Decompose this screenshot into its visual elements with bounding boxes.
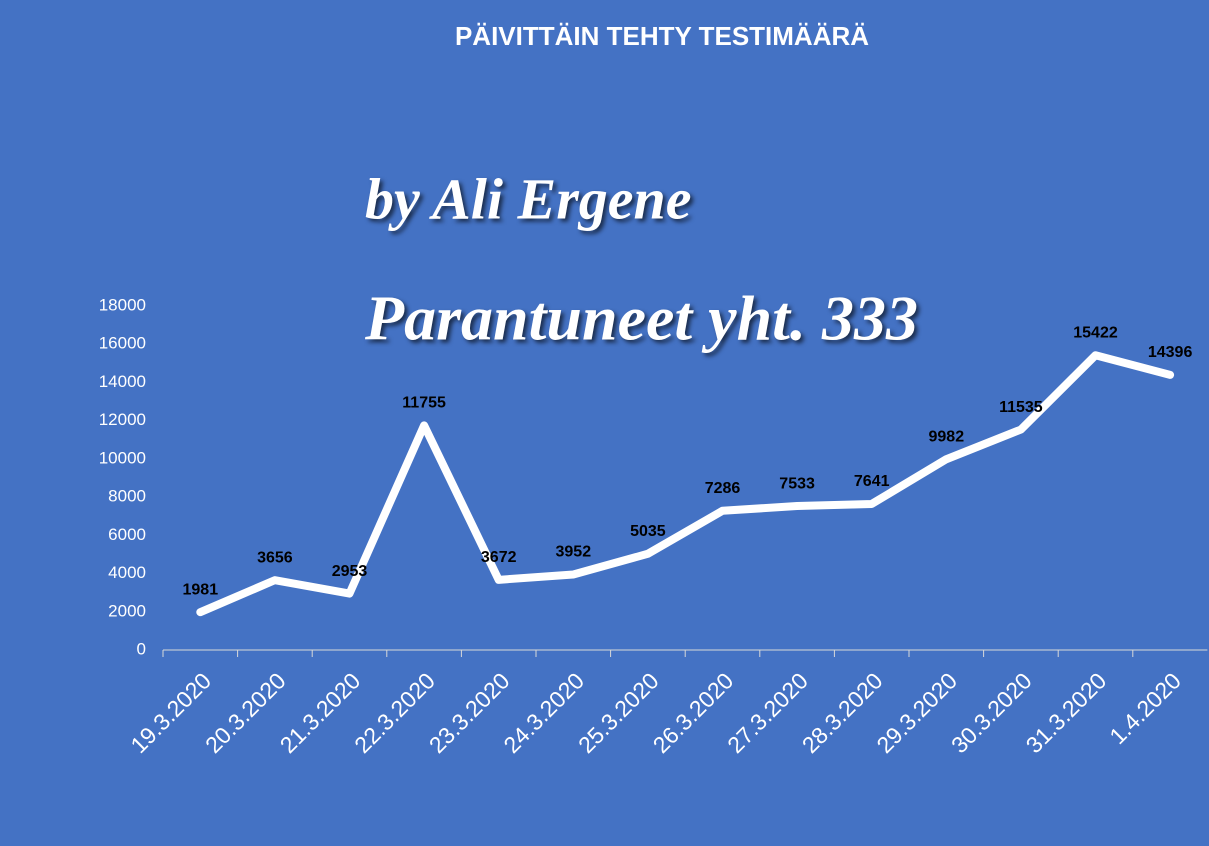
data-label: 7533: [779, 475, 815, 492]
chart-title: PÄIVITTÄIN TEHTY TESTIMÄÄRÄ: [455, 21, 869, 51]
data-label: 2953: [332, 563, 368, 580]
data-label: 14396: [1148, 344, 1193, 361]
data-label: 3672: [481, 549, 517, 566]
data-label: 15422: [1073, 324, 1118, 341]
y-tick-label: 8000: [108, 487, 146, 506]
data-label: 3656: [257, 549, 293, 566]
line: [196, 351, 1175, 617]
y-tick-label: 10000: [99, 448, 146, 467]
data-label: 1981: [183, 581, 219, 598]
data-label: 3952: [556, 544, 592, 561]
data-label: 7286: [705, 480, 741, 497]
y-tick-label: 2000: [108, 601, 146, 620]
data-label: 11755: [402, 395, 446, 412]
y-tick-label: 4000: [108, 563, 146, 582]
annotation: Parantuneet yht. 333: [364, 283, 918, 354]
y-tick-label: 18000: [99, 295, 146, 314]
data-label: 11535: [999, 399, 1043, 416]
y-tick-label: 14000: [99, 372, 146, 391]
annotation: by Ali Ergene: [365, 166, 692, 231]
y-tick-label: 12000: [99, 410, 146, 429]
y-tick-label: 6000: [108, 525, 146, 544]
data-label: 7641: [854, 473, 890, 490]
data-label: 5035: [630, 523, 666, 540]
y-tick-label: 16000: [99, 334, 146, 353]
data-label: 9982: [929, 428, 965, 445]
y-tick-label: 0: [137, 639, 146, 658]
